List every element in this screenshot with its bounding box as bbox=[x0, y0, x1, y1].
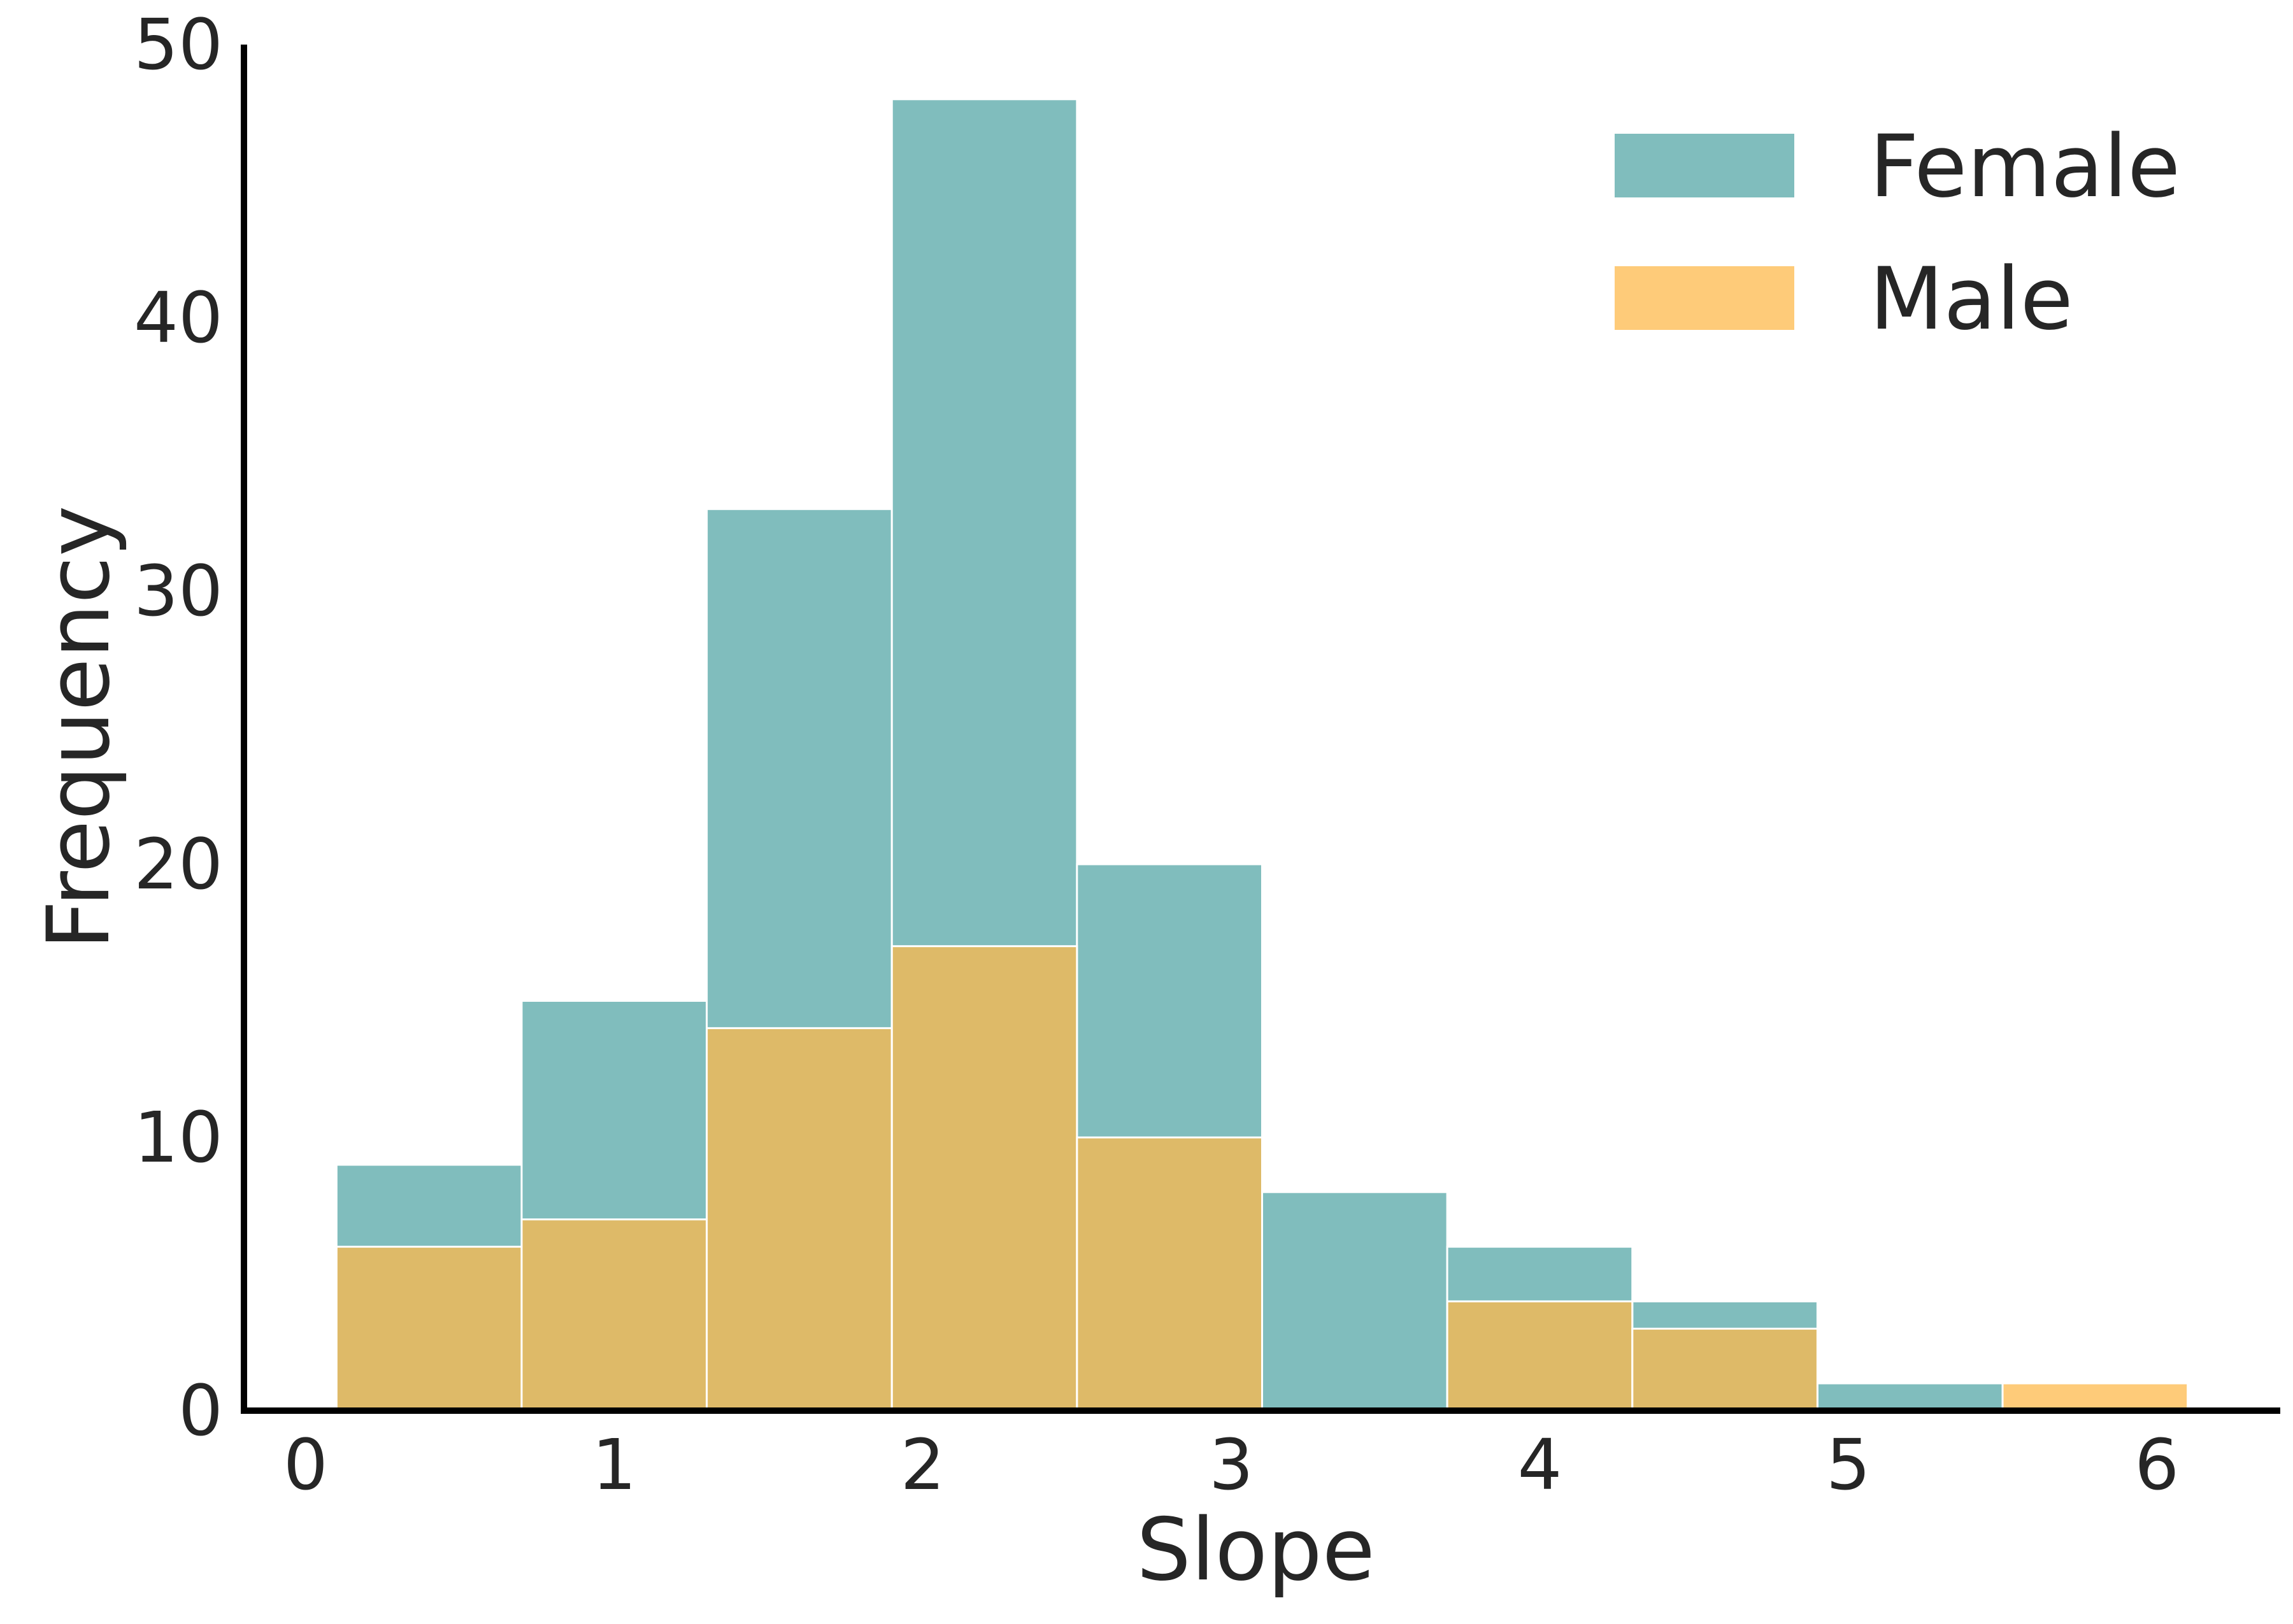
legend-label-male: Male bbox=[1869, 249, 2073, 349]
bar-male-4 bbox=[1076, 1136, 1263, 1412]
y-tick-label: 40 bbox=[134, 277, 223, 359]
x-tick-label: 0 bbox=[283, 1424, 328, 1506]
y-tick-labels: 0 10 20 30 40 50 bbox=[134, 4, 223, 1451]
x-tick-label: 2 bbox=[901, 1424, 945, 1506]
bar-male-6 bbox=[1631, 1327, 1818, 1412]
y-tick-label: 10 bbox=[134, 1097, 223, 1178]
bar-female-8 bbox=[1816, 1382, 2004, 1412]
y-tick-label: 0 bbox=[178, 1370, 223, 1451]
bar-male-3 bbox=[890, 945, 1078, 1412]
bar-female-5 bbox=[1261, 1191, 1448, 1412]
y-tick-label: 50 bbox=[134, 4, 223, 85]
bar-male-5 bbox=[1446, 1300, 1634, 1412]
y-tick-label: 30 bbox=[134, 550, 223, 632]
x-axis-label: Slope bbox=[1136, 1500, 1375, 1600]
bar-male-2 bbox=[706, 1027, 893, 1412]
bar-male-0 bbox=[335, 1246, 523, 1412]
legend: Female Male bbox=[1615, 117, 2180, 349]
bar-male-1 bbox=[520, 1218, 708, 1412]
bar-male-7 bbox=[2001, 1382, 2189, 1412]
y-axis-label: Frequency bbox=[29, 506, 129, 950]
y-tick-label: 20 bbox=[134, 823, 223, 905]
x-tick-labels: 0 1 2 3 4 5 6 bbox=[283, 1424, 2179, 1506]
male-bars bbox=[335, 945, 2189, 1412]
x-tick-label: 6 bbox=[2134, 1424, 2179, 1506]
legend-label-female: Female bbox=[1869, 117, 2180, 217]
x-tick-label: 3 bbox=[1209, 1424, 1254, 1506]
legend-swatch-male bbox=[1615, 266, 1794, 330]
x-tick-label: 5 bbox=[1826, 1424, 1871, 1506]
x-tick-label: 1 bbox=[592, 1424, 636, 1506]
legend-swatch-female bbox=[1615, 134, 1794, 197]
x-tick-label: 4 bbox=[1517, 1424, 1562, 1506]
